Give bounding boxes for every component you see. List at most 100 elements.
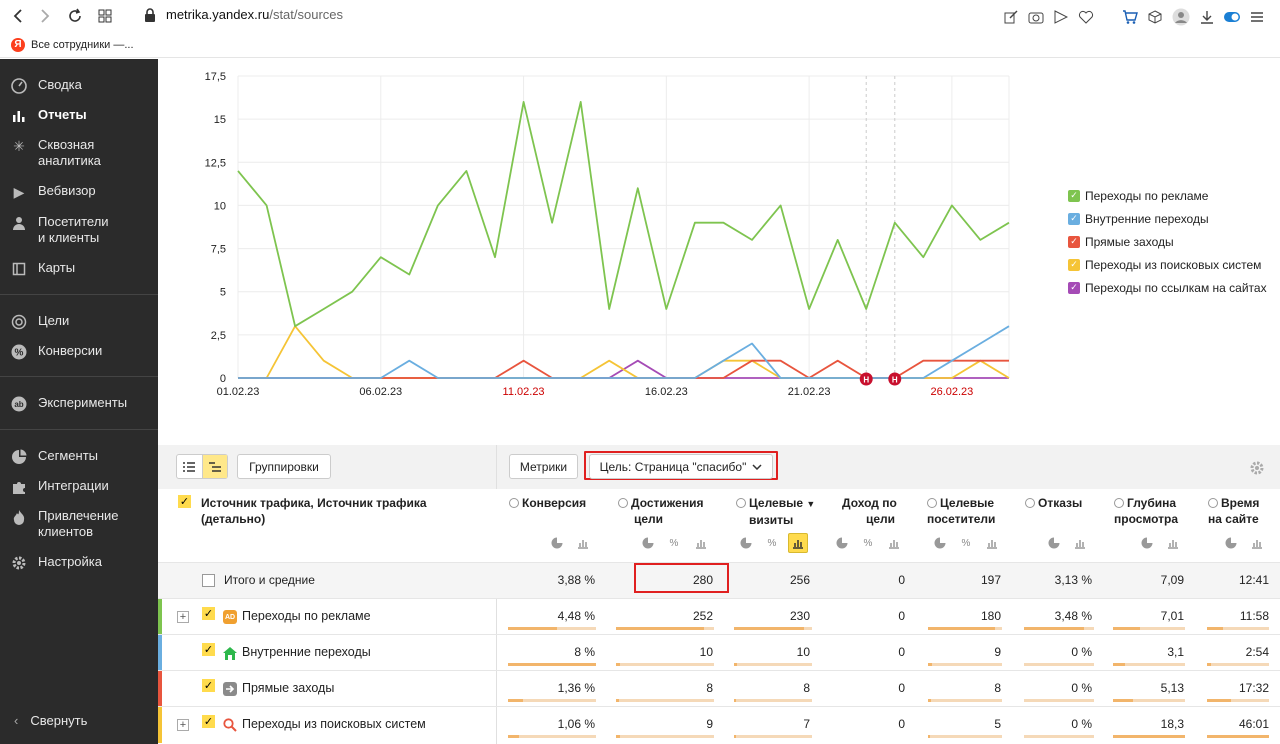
legend-item[interactable]: ✓ Переходы из поисковых систем [1068, 253, 1267, 276]
col-header-conversion[interactable]: Конверсия [509, 495, 586, 511]
help-icon [509, 498, 519, 508]
sidebar-item-reports[interactable]: Отчеты [0, 107, 158, 125]
sidebar-item-settings[interactable]: Настройка [0, 554, 158, 572]
bar-chart-toggle[interactable] [1247, 533, 1267, 553]
tabs-grid-icon[interactable] [95, 6, 115, 26]
heart-icon[interactable] [1078, 10, 1094, 24]
row-label[interactable]: Прямые заходы [242, 681, 335, 695]
table-row[interactable]: ✓ Внутренние переходы 8 % 10 10 0 9 0 % 3,1 2:54 [158, 634, 1280, 671]
percent-toggle[interactable]: % [664, 533, 684, 553]
row-label[interactable]: Внутренние переходы [242, 645, 371, 659]
sidebar-item-acquisition[interactable]: Привлечение клиентов [0, 508, 158, 540]
sidebar-item-summary[interactable]: Сводка [0, 77, 158, 95]
bar-chart-toggle[interactable] [884, 533, 904, 553]
row-label[interactable]: Переходы из поисковых систем [242, 717, 426, 731]
send-icon[interactable] [1054, 10, 1068, 24]
bookmark-item[interactable]: Все сотрудники —... [31, 38, 134, 51]
col-header-bounces[interactable]: Отказы [1025, 495, 1082, 511]
totals-checkbox[interactable] [202, 574, 215, 587]
toggle-icon[interactable] [1224, 12, 1240, 22]
sidebar-item-conversions[interactable]: % Конверсии [0, 343, 158, 361]
row-cell-bar [1113, 627, 1185, 630]
col-header-goal-revenue[interactable]: Доход по цели [842, 495, 897, 527]
table-row[interactable]: + ✓ Переходы из поисковых систем 1,06 % 9 7 0 5… [158, 706, 1280, 743]
bar-chart-toggle[interactable] [1070, 533, 1090, 553]
legend-item[interactable]: ✓ Переходы по рекламе [1068, 184, 1267, 207]
sidebar-item-visitors[interactable]: Посетители и клиенты [0, 214, 158, 246]
checkbox-icon: ✓ [1068, 258, 1080, 271]
row-checkbox[interactable]: ✓ [202, 643, 215, 656]
sidebar-item-webvisor[interactable]: ▶ Вебвизор [0, 183, 158, 201]
pie-chart-toggle[interactable] [832, 533, 852, 553]
sidebar-item-analytics[interactable]: ✳ Сквозная аналитика [0, 137, 110, 169]
legend-label: Переходы по рекламе [1085, 188, 1209, 203]
percent-toggle[interactable]: % [956, 533, 976, 553]
col-header-goal-reaches[interactable]: Достижения цели [618, 495, 703, 527]
edit-icon[interactable] [1004, 10, 1018, 24]
address-bar[interactable]: metrika.yandex.ru/stat/sources [144, 7, 343, 22]
pie-icon [1225, 537, 1237, 549]
row-cell-bar-fill [508, 627, 558, 630]
legend-item[interactable]: ✓ Прямые заходы [1068, 230, 1267, 253]
table-row[interactable]: ✓ Прямые заходы 1,36 % 8 8 0 8 0 % 5,13 17:32 [158, 670, 1280, 707]
sidebar-item-integrations[interactable]: Интеграции [0, 478, 158, 496]
select-all-checkbox[interactable]: ✓ [178, 495, 191, 508]
percent-toggle[interactable]: % [858, 533, 878, 553]
list-icon [183, 461, 196, 472]
tree-view-button[interactable] [201, 455, 227, 478]
forward-icon[interactable] [35, 6, 55, 26]
percent-icon: % [961, 537, 971, 549]
legend-item[interactable]: ✓ Внутренние переходы [1068, 207, 1267, 230]
back-icon[interactable] [8, 6, 28, 26]
cube-icon[interactable] [1148, 10, 1162, 24]
totals-cell: 197 [980, 573, 1001, 587]
groupings-button[interactable]: Группировки [237, 454, 331, 479]
table-row[interactable]: + ✓ AD Переходы по рекламе 4,48 % 252 230 0 180 3… [158, 598, 1280, 635]
gear-icon[interactable] [1249, 460, 1265, 476]
browser-toolbar: metrika.yandex.ru/stat/sources [0, 0, 1280, 32]
sidebar-item-experiments[interactable]: ab Эксперименты [0, 395, 158, 413]
bar-chart-toggle[interactable] [982, 533, 1002, 553]
expand-button[interactable]: + [177, 611, 189, 623]
pie-chart-toggle[interactable] [547, 533, 567, 553]
goal-select[interactable]: Цель: Страница "спасибо" [589, 454, 773, 479]
legend-item[interactable]: ✓ Переходы по ссылкам на сайтах [1068, 276, 1267, 299]
row-checkbox[interactable]: ✓ [202, 715, 215, 728]
expand-button[interactable]: + [177, 719, 189, 731]
col-header-depth[interactable]: Глубина просмотра [1114, 495, 1178, 527]
pie-chart-toggle[interactable] [1221, 533, 1241, 553]
row-cell: 8 [803, 681, 810, 695]
col-header-target-visitors[interactable]: Целевые посетители [927, 495, 995, 527]
avatar-icon[interactable] [1172, 8, 1190, 26]
bar-chart-toggle-active[interactable] [788, 533, 808, 553]
bar-chart-toggle[interactable] [691, 533, 711, 553]
pie-chart-toggle[interactable] [638, 533, 658, 553]
sidebar-collapse-button[interactable]: ‹ Свернуть [14, 713, 172, 728]
sidebar-item-goals[interactable]: Цели [0, 313, 158, 331]
sidebar-item-maps[interactable]: Карты [0, 260, 158, 278]
cart-icon[interactable] [1122, 10, 1138, 24]
row-checkbox[interactable]: ✓ [202, 607, 215, 620]
row-checkbox[interactable]: ✓ [202, 679, 215, 692]
pie-chart-toggle[interactable] [930, 533, 950, 553]
reload-icon[interactable] [65, 6, 85, 26]
row-label[interactable]: Переходы по рекламе [242, 609, 371, 623]
menu-icon[interactable] [1250, 10, 1264, 24]
pie-chart-toggle[interactable] [1137, 533, 1157, 553]
col-header-time[interactable]: Время на сайте [1208, 495, 1259, 527]
camera-icon[interactable] [1028, 10, 1044, 24]
dimension-header[interactable]: Источник трафика, Источник трафика (дета… [201, 496, 427, 526]
bar-chart-icon [578, 540, 588, 549]
legend-label: Прямые заходы [1085, 234, 1174, 249]
bar-chart-toggle[interactable] [1163, 533, 1183, 553]
list-view-button[interactable] [177, 455, 202, 478]
pie-chart-toggle[interactable] [1044, 533, 1064, 553]
bar-chart-toggle[interactable] [573, 533, 593, 553]
pie-chart-toggle[interactable] [736, 533, 756, 553]
sidebar-item-segments[interactable]: Сегменты [0, 448, 158, 466]
percent-toggle[interactable]: % [762, 533, 782, 553]
col-header-label: Доход по [842, 496, 897, 510]
col-header-target-visits[interactable]: Целевые ▼ визиты [736, 495, 815, 528]
download-icon[interactable] [1200, 10, 1214, 24]
metrics-button[interactable]: Метрики [509, 454, 578, 479]
